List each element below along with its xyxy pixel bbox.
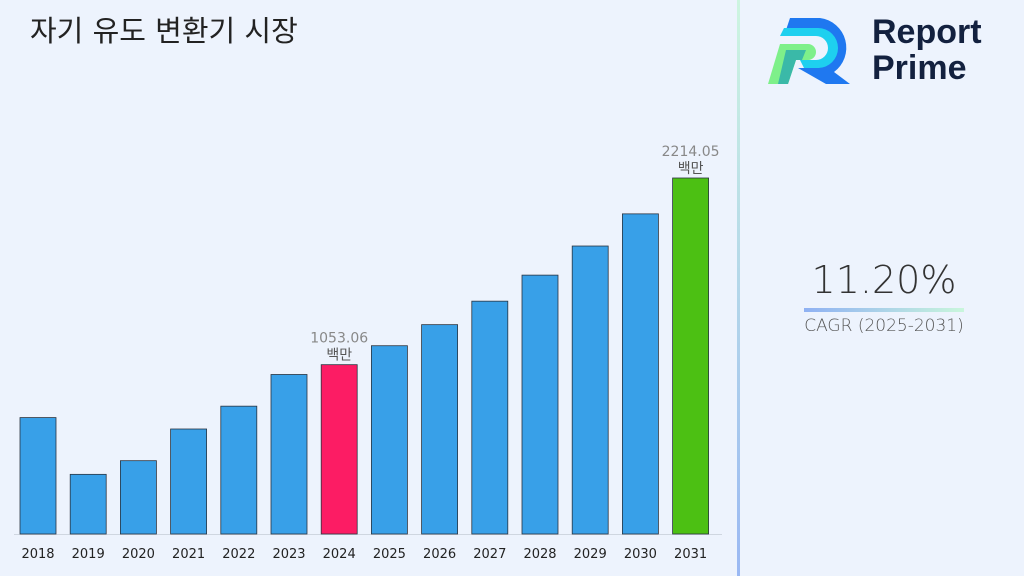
logo-line2: Prime xyxy=(872,49,967,87)
bar-2021 xyxy=(170,428,208,535)
data-label-value: 1053.06 xyxy=(310,331,368,347)
x-tick-label: 2024 xyxy=(323,547,356,562)
x-tick-label: 2026 xyxy=(423,547,456,562)
x-tick-label: 2021 xyxy=(172,547,205,562)
bar-2027 xyxy=(471,300,509,535)
x-tick-label: 2027 xyxy=(473,547,506,562)
logo-mark-icon xyxy=(768,18,850,84)
data-label-unit: 백만 xyxy=(678,161,704,177)
cagr-underline xyxy=(804,308,964,312)
x-tick-label: 2019 xyxy=(72,547,105,562)
x-tick-label: 2020 xyxy=(122,547,155,562)
bar-2022 xyxy=(220,405,258,535)
bar-2028 xyxy=(521,274,559,535)
x-tick-label: 2029 xyxy=(574,547,607,562)
bar-2025 xyxy=(370,345,408,535)
bar-chart: 2018 2019 2020 2021 2022 2023 20241053.06백만202… xyxy=(14,144,722,562)
bar-2030 xyxy=(622,213,659,535)
x-tick-label: 2022 xyxy=(222,547,255,562)
cagr-label: CAGR (2025-2031) xyxy=(804,316,964,336)
bar-2031 xyxy=(672,177,709,535)
report-prime-logo: Report Prime xyxy=(768,13,1008,88)
bar-2026 xyxy=(421,324,459,535)
bar-2019 xyxy=(69,473,107,535)
x-tick-label: 2025 xyxy=(373,547,406,562)
x-tick-label: 2028 xyxy=(523,547,556,562)
bar-2018 xyxy=(19,417,57,535)
bar-2029 xyxy=(571,245,609,535)
data-label-unit: 백만 xyxy=(326,348,352,364)
data-label-value: 2214.05 xyxy=(662,144,720,160)
x-tick-label: 2030 xyxy=(624,547,657,562)
cagr-value: 11.20% xyxy=(811,258,957,302)
logo-line1: Report xyxy=(872,13,982,51)
chart-title: 자기 유도 변환기 시장 xyxy=(30,14,298,48)
bar-2020 xyxy=(120,460,157,535)
bar-2023 xyxy=(270,374,308,535)
x-tick-label: 2023 xyxy=(272,547,305,562)
x-tick-label: 2031 xyxy=(674,547,707,562)
x-tick-label: 2018 xyxy=(21,547,54,562)
bar-2024 xyxy=(320,364,358,535)
divider xyxy=(737,0,740,576)
